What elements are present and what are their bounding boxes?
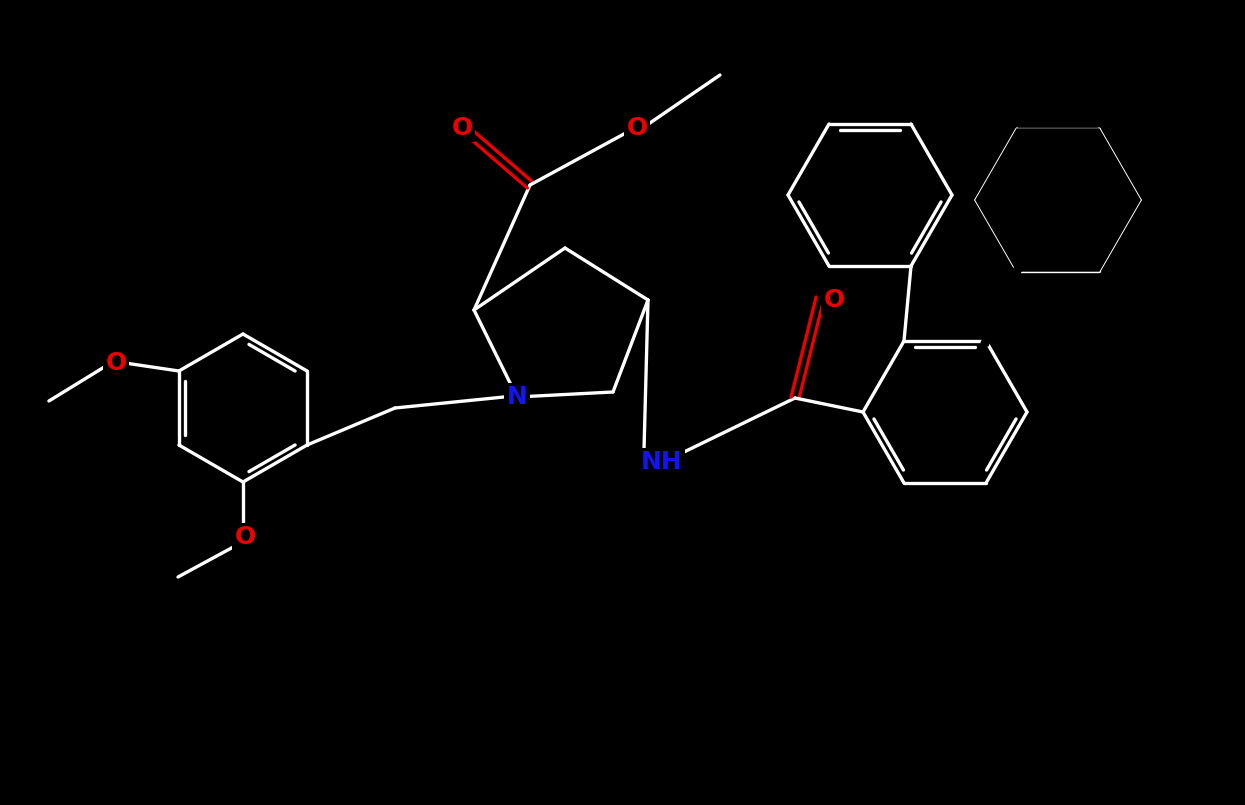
Text: NH: NH	[641, 450, 682, 474]
Text: N: N	[507, 385, 528, 409]
Text: O: O	[626, 116, 647, 140]
Polygon shape	[976, 129, 1140, 271]
Text: O: O	[234, 525, 255, 549]
Text: O: O	[106, 351, 127, 375]
Text: O: O	[452, 116, 473, 140]
Text: O: O	[823, 288, 844, 312]
